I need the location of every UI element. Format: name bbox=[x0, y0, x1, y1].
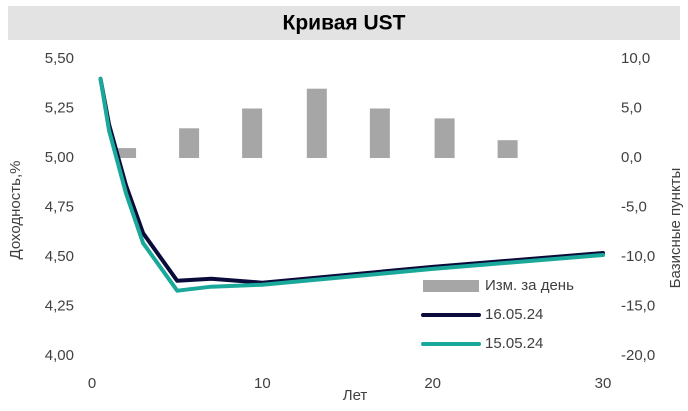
y-tick-label: 4,00 bbox=[45, 347, 74, 364]
bar bbox=[179, 128, 200, 158]
legend-label: 16.05.24 bbox=[485, 306, 543, 323]
y2-tick-label: -15,0 bbox=[621, 297, 655, 314]
y2-axis-label: Базисные пункты bbox=[667, 168, 684, 289]
y2-tick-label: -10,0 bbox=[621, 248, 655, 265]
y-tick-label: 5,25 bbox=[45, 99, 74, 116]
y2-tick-label: -20,0 bbox=[621, 347, 655, 364]
bar bbox=[369, 108, 390, 158]
y-tick-label: 4,75 bbox=[45, 198, 74, 215]
y-tick-label: 5,00 bbox=[45, 149, 74, 166]
bar bbox=[434, 118, 455, 158]
bar bbox=[306, 88, 327, 158]
y-tick-label: 5,50 bbox=[45, 50, 74, 67]
bar bbox=[497, 140, 518, 158]
title-band bbox=[8, 6, 680, 40]
legend-label: 15.05.24 bbox=[485, 335, 543, 352]
legend-swatch bbox=[423, 280, 479, 292]
y2-tick-label: 10,0 bbox=[621, 50, 650, 67]
y-axis-label: Доходность,% bbox=[7, 161, 24, 260]
bar bbox=[116, 148, 137, 158]
x-tick-label: 30 bbox=[595, 375, 612, 392]
x-axis-label: Лет bbox=[343, 387, 368, 404]
y2-tick-label: 0,0 bbox=[621, 149, 642, 166]
x-tick-label: 10 bbox=[254, 375, 271, 392]
y-tick-label: 4,50 bbox=[45, 248, 74, 265]
line bbox=[98, 76, 605, 293]
y2-tick-label: 5,0 bbox=[621, 99, 642, 116]
x-tick-label: 20 bbox=[424, 375, 441, 392]
line bbox=[98, 76, 605, 285]
y2-tick-label: -5,0 bbox=[621, 198, 647, 215]
bar bbox=[242, 108, 263, 158]
chart-title: Кривая UST bbox=[283, 12, 406, 35]
legend-label: Изм. за день bbox=[485, 277, 574, 294]
x-tick-label: 0 bbox=[88, 375, 96, 392]
y-tick-label: 4,25 bbox=[45, 297, 74, 314]
